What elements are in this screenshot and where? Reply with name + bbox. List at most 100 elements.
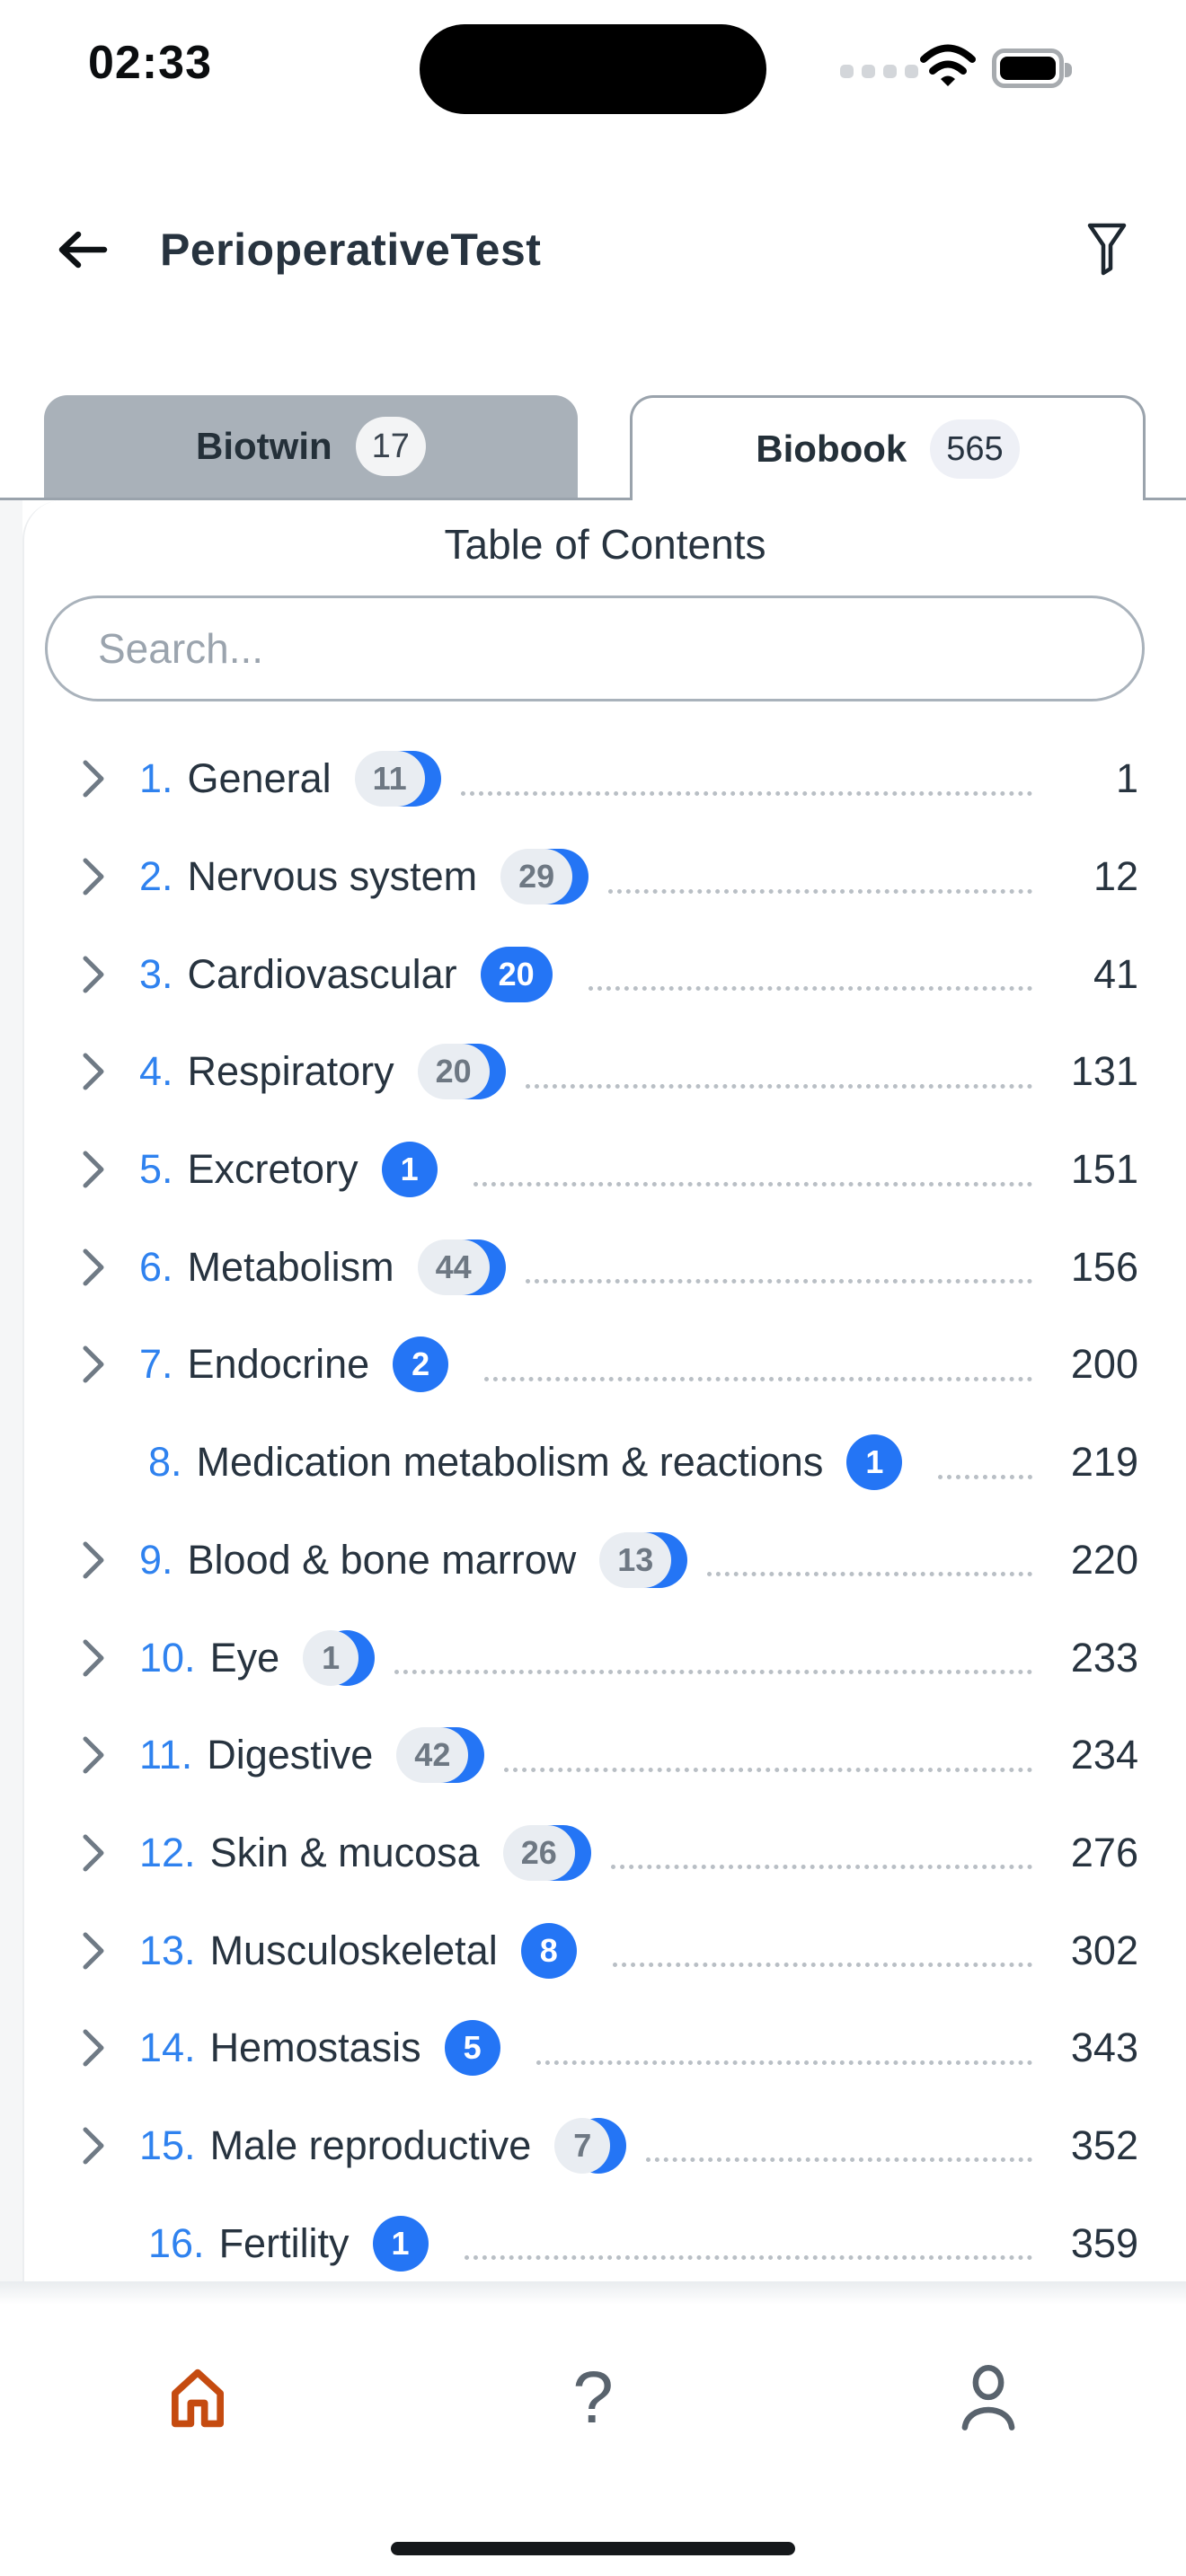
- wifi-icon: [918, 43, 978, 94]
- chevron-right-icon[interactable]: [82, 1345, 109, 1384]
- chapter-label: Excretory: [187, 1146, 358, 1193]
- tab-label: Biobook: [756, 428, 907, 470]
- chapter-number: 16.: [148, 2219, 205, 2266]
- dotted-leader: [938, 1474, 1032, 1479]
- chevron-right-icon[interactable]: [82, 1052, 109, 1091]
- bottom-nav-bar: ?: [0, 2281, 1186, 2576]
- tab-count-badge: 17: [355, 417, 426, 476]
- chapter-number: 8.: [148, 1439, 182, 1486]
- toc-row[interactable]: 6. Metabolism 44 156: [24, 1218, 1186, 1316]
- tab-biotwin[interactable]: Biotwin 17: [44, 395, 578, 498]
- badge-count: 5: [444, 2020, 500, 2077]
- chevron-right-icon[interactable]: [82, 2224, 109, 2263]
- page-number: 352: [1070, 2122, 1138, 2168]
- tab-count-badge: 565: [930, 419, 1020, 479]
- panel-left-strip: [0, 500, 22, 2281]
- page-number: 219: [1070, 1439, 1138, 1486]
- chapter-label: Male reproductive: [209, 2122, 532, 2168]
- count-badge: 11: [354, 751, 441, 807]
- chapter-number: 11.: [139, 1732, 193, 1778]
- chevron-right-icon[interactable]: [82, 2028, 109, 2068]
- badge-count: 2: [393, 1337, 449, 1393]
- count-badge: 20: [480, 946, 553, 1002]
- toc-row[interactable]: 7. Endocrine 2 200: [24, 1316, 1186, 1414]
- chevron-right-icon[interactable]: [82, 857, 109, 896]
- dotted-leader: [612, 1963, 1032, 1968]
- badge-count: 11: [354, 751, 425, 807]
- status-time: 02:33: [88, 37, 212, 89]
- chevron-right-icon[interactable]: [82, 1638, 109, 1678]
- toc-row[interactable]: 9. Blood & bone marrow 13 220: [24, 1512, 1186, 1610]
- toc-row[interactable]: 12. Skin & mucosa 26 276: [24, 1804, 1186, 1902]
- dotted-leader: [535, 2060, 1032, 2065]
- toc-row[interactable]: 1. General 11 1: [24, 730, 1186, 828]
- dotted-leader: [484, 1376, 1032, 1381]
- count-badge: 29: [500, 849, 589, 905]
- badge-count: 1: [372, 2215, 429, 2272]
- chevron-right-icon[interactable]: [82, 1833, 109, 1873]
- page-number: 233: [1070, 1634, 1138, 1681]
- chevron-right-icon[interactable]: [82, 1540, 109, 1580]
- badge-count: 1: [303, 1629, 359, 1686]
- chevron-right-icon[interactable]: [82, 1150, 109, 1189]
- tab-biobook[interactable]: Biobook 565: [630, 395, 1146, 500]
- toc-row[interactable]: 3. Cardiovascular 20 41: [24, 925, 1186, 1023]
- toc-row[interactable]: 13. Musculoskeletal 8 302: [24, 1901, 1186, 1999]
- chevron-right-icon[interactable]: [82, 955, 109, 994]
- filter-button[interactable]: [1085, 221, 1130, 278]
- toc-row[interactable]: 10. Eye 1 233: [24, 1609, 1186, 1707]
- dotted-leader: [525, 1279, 1032, 1284]
- home-indicator[interactable]: [391, 2542, 795, 2555]
- toc-row[interactable]: 16. Fertility 1 359: [24, 2194, 1186, 2281]
- nav-home-button[interactable]: [0, 2344, 395, 2452]
- chevron-right-icon[interactable]: [82, 2126, 109, 2166]
- bottom-bar-shadow: [0, 2281, 1186, 2305]
- chapter-number: 13.: [139, 1927, 196, 1973]
- search-input[interactable]: [45, 595, 1145, 701]
- badge-count: 13: [599, 1531, 672, 1588]
- count-badge: 5: [444, 2020, 500, 2077]
- nav-help-button[interactable]: ?: [395, 2344, 791, 2452]
- chapter-label: Endocrine: [187, 1341, 370, 1388]
- chapter-number: 10.: [139, 1634, 196, 1681]
- page-number: 131: [1070, 1048, 1138, 1095]
- chevron-right-icon[interactable]: [82, 759, 109, 798]
- count-badge: 8: [520, 1922, 577, 1979]
- toc-row[interactable]: 11. Digestive 42 234: [24, 1707, 1186, 1804]
- back-button[interactable]: [56, 224, 108, 276]
- badge-count: 8: [520, 1922, 577, 1979]
- chapter-label: Fertility: [218, 2219, 350, 2266]
- dotted-leader: [588, 986, 1032, 992]
- nav-profile-button[interactable]: [791, 2344, 1186, 2452]
- toc-row[interactable]: 5. Excretory 1 151: [24, 1121, 1186, 1219]
- dynamic-island: [420, 24, 766, 114]
- toc-row[interactable]: 4. Respiratory 20 131: [24, 1023, 1186, 1121]
- badge-count: 29: [500, 849, 573, 905]
- toc-row[interactable]: 14. Hemostasis 5 343: [24, 1999, 1186, 2097]
- status-bar: 02:33: [0, 0, 1186, 117]
- chapter-number: 7.: [139, 1341, 173, 1388]
- count-badge: 7: [554, 2117, 627, 2174]
- chapter-label: Nervous system: [187, 853, 478, 900]
- count-badge: 1: [846, 1434, 903, 1491]
- chevron-right-icon[interactable]: [82, 1442, 109, 1482]
- dotted-leader: [608, 888, 1032, 894]
- page-number: 302: [1070, 1927, 1138, 1973]
- count-badge: 26: [502, 1824, 591, 1881]
- count-badge: 20: [417, 1044, 506, 1100]
- chevron-right-icon[interactable]: [82, 1931, 109, 1971]
- toc-row[interactable]: 2. Nervous system 29 12: [24, 828, 1186, 926]
- chapter-number: 12.: [139, 1829, 196, 1875]
- toc-row[interactable]: 8. Medication metabolism & reactions 1 2…: [24, 1414, 1186, 1512]
- home-icon: [172, 2369, 224, 2428]
- chevron-right-icon[interactable]: [82, 1735, 109, 1775]
- battery-icon: [992, 49, 1072, 88]
- badge-count: 7: [554, 2117, 611, 2174]
- page-number: 200: [1070, 1341, 1138, 1388]
- toc-list: 1. General 11 1 2. Nervous system 29 1: [24, 730, 1186, 2281]
- toc-row[interactable]: 15. Male reproductive 7 352: [24, 2097, 1186, 2195]
- chapter-label: Respiratory: [187, 1048, 394, 1095]
- chapter-label: General: [187, 755, 332, 802]
- chevron-right-icon[interactable]: [82, 1248, 109, 1287]
